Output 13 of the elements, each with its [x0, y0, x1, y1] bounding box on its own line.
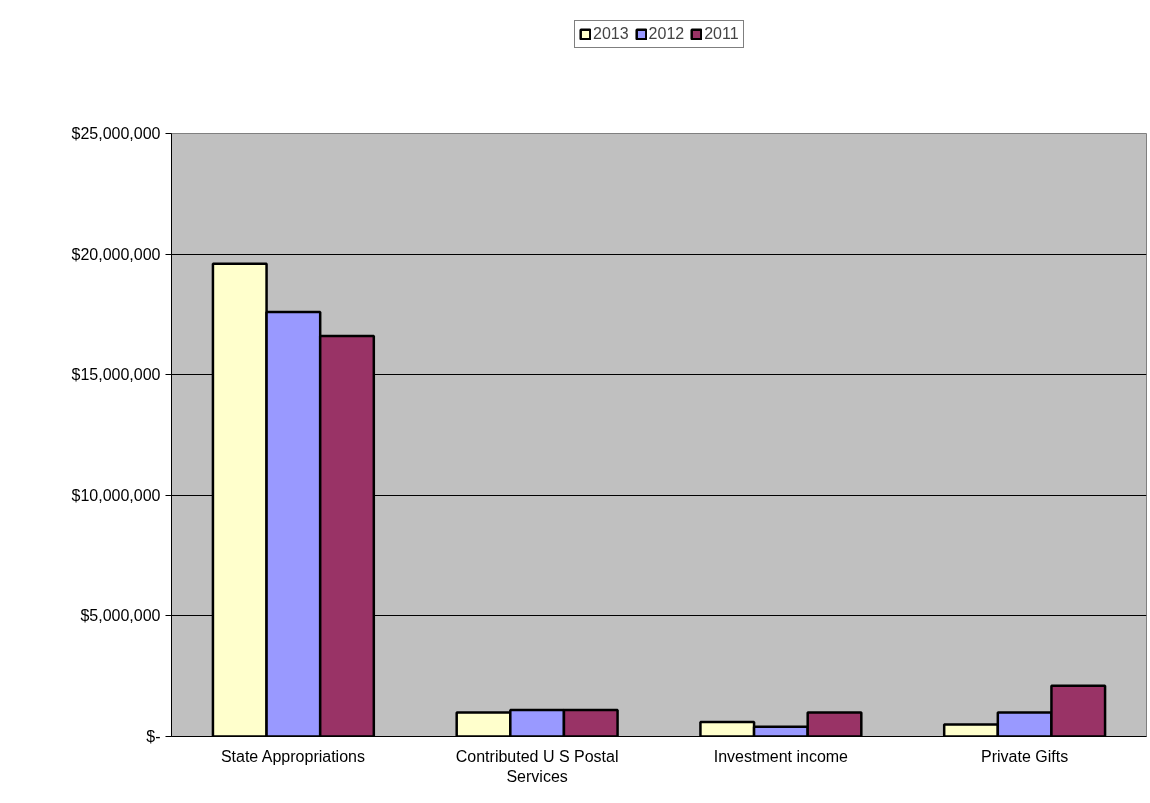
y-tick-label: $10,000,000 [71, 486, 161, 504]
legend-label: 2012 [648, 25, 685, 43]
y-tick-label: $- [146, 728, 161, 745]
y-tick-label: $5,000,000 [80, 607, 161, 625]
y-tick-label: $25,000,000 [71, 125, 161, 142]
x-tick-label: Investment income [713, 747, 849, 765]
legend-label: 2011 [704, 25, 739, 43]
x-tick-label: Private Gifts [981, 747, 1069, 765]
y-tick-label: $20,000,000 [71, 245, 161, 263]
legend-label: 2013 [593, 25, 629, 43]
x-tick-label: Contributed U S Postal Services [455, 747, 619, 785]
y-tick-label: $15,000,000 [71, 366, 161, 384]
x-tick-label: State Appropriations [220, 747, 365, 765]
